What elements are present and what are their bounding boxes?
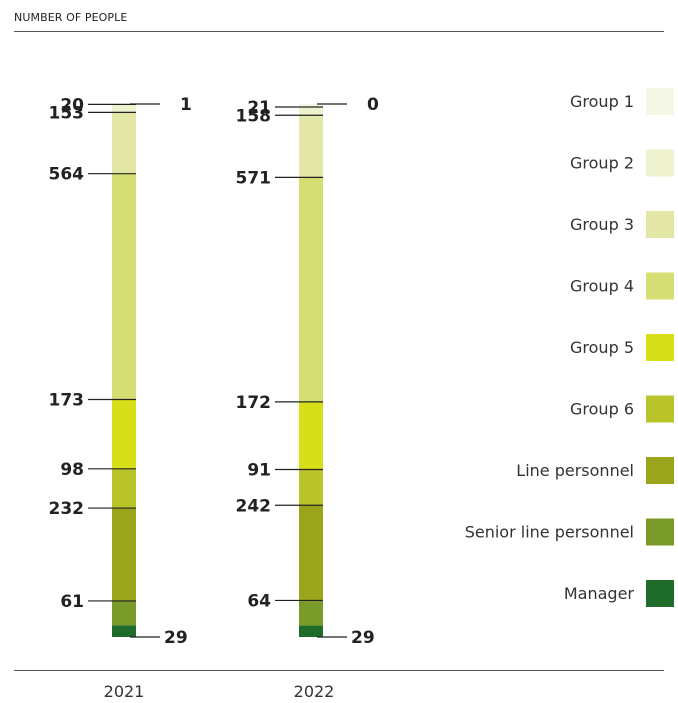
value-label-2022-group-5: 172 bbox=[236, 393, 272, 413]
legend-swatch-line-personnel bbox=[646, 457, 674, 484]
value-label-2021-group-6: 98 bbox=[60, 460, 84, 480]
value-label-2021-manager: 29 bbox=[164, 628, 188, 648]
legend-label-senior-line-personnel: Senior line personnel bbox=[465, 523, 634, 542]
bar-2021-line-personnel bbox=[112, 508, 136, 601]
legend-swatch-group-2 bbox=[646, 149, 674, 177]
legend-swatch-manager bbox=[646, 580, 674, 607]
legend-label-group-6: Group 6 bbox=[570, 400, 634, 419]
value-label-2021-group-2: 20 bbox=[60, 95, 84, 115]
value-label-2022-senior-line-personnel: 64 bbox=[247, 591, 271, 611]
legend-label-group-5: Group 5 bbox=[570, 338, 634, 357]
value-label-2021-group-4: 564 bbox=[49, 165, 85, 185]
legend-swatch-group-6 bbox=[646, 395, 674, 423]
value-label-2021-senior-line-personnel: 61 bbox=[60, 592, 84, 612]
legend-label-line-personnel: Line personnel bbox=[516, 461, 634, 480]
bar-2022-manager bbox=[299, 625, 323, 637]
value-label-2021-line-personnel: 232 bbox=[49, 499, 85, 519]
bar-2022-group-1 bbox=[299, 104, 323, 107]
bar-2022-group-3 bbox=[299, 115, 323, 178]
legend-label-group-2: Group 2 bbox=[570, 154, 634, 173]
bar-2022-group-2 bbox=[299, 107, 323, 116]
bar-2022-senior-line-personnel bbox=[299, 600, 323, 626]
value-label-2022-group-6: 91 bbox=[247, 461, 271, 481]
value-label-2021-group-3: 153 bbox=[49, 103, 85, 123]
bar-2021-group-3 bbox=[112, 112, 136, 174]
bar-2021-group-4 bbox=[112, 173, 136, 400]
bar-2021-group-5 bbox=[112, 399, 136, 469]
legend-label-group-1: Group 1 bbox=[570, 92, 634, 111]
value-label-2022-group-2: 21 bbox=[247, 98, 271, 118]
legend-swatch-group-3 bbox=[646, 211, 674, 238]
value-label-2022-group-4: 571 bbox=[236, 168, 272, 188]
value-label-2022-manager: 29 bbox=[351, 628, 375, 648]
bar-2021-group-6 bbox=[112, 468, 136, 509]
bar-2022-group-4 bbox=[299, 177, 323, 402]
bar-2021-senior-line-personnel bbox=[112, 600, 136, 626]
bar-2021-manager bbox=[112, 625, 136, 637]
bar-2022-group-6 bbox=[299, 469, 323, 506]
year-label-2021: 2021 bbox=[104, 682, 145, 701]
bar-2021-group-2 bbox=[112, 104, 136, 113]
legend-swatch-group-4 bbox=[646, 272, 674, 300]
bottom-rule bbox=[14, 670, 664, 671]
value-label-2022-line-personnel: 242 bbox=[236, 496, 272, 516]
legend-label-group-3: Group 3 bbox=[570, 215, 634, 234]
value-label-2021-group-1: 1 bbox=[180, 95, 192, 115]
value-label-2022-group-1: 0 bbox=[367, 95, 379, 115]
value-label-2022-group-3: 158 bbox=[236, 106, 272, 126]
legend-label-manager: Manager bbox=[564, 584, 635, 603]
legend-swatch-group-1 bbox=[646, 88, 674, 115]
bar-2022-group-5 bbox=[299, 401, 323, 470]
value-label-2021-group-5: 173 bbox=[49, 391, 85, 411]
chart-header: NUMBER OF PEOPLE bbox=[14, 11, 128, 24]
legend-swatch-senior-line-personnel bbox=[646, 518, 674, 546]
bar-2022-line-personnel bbox=[299, 505, 323, 601]
legend-label-group-4: Group 4 bbox=[570, 277, 634, 296]
year-label-2022: 2022 bbox=[294, 682, 335, 701]
legend-swatch-group-5 bbox=[646, 334, 674, 361]
header-rule bbox=[14, 31, 664, 32]
